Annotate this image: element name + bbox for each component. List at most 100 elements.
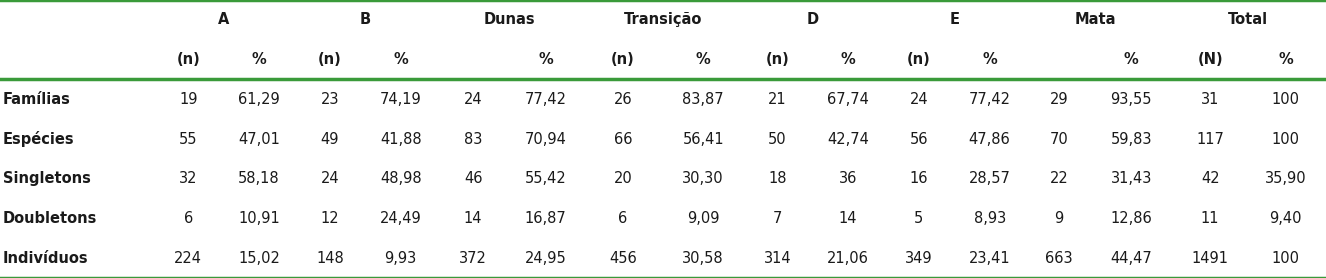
Text: 50: 50 — [768, 131, 786, 147]
Text: 663: 663 — [1045, 251, 1073, 266]
Text: (n): (n) — [765, 52, 789, 67]
Text: 56,41: 56,41 — [683, 131, 724, 147]
Text: 30,30: 30,30 — [683, 171, 724, 186]
Text: 29: 29 — [1050, 92, 1069, 107]
Text: 24,49: 24,49 — [379, 211, 422, 226]
Text: 9,09: 9,09 — [687, 211, 720, 226]
Text: 7: 7 — [773, 211, 782, 226]
Text: B: B — [359, 12, 371, 27]
Text: 19: 19 — [179, 92, 198, 107]
Text: (n): (n) — [611, 52, 635, 67]
Text: 5: 5 — [914, 211, 923, 226]
Text: 77,42: 77,42 — [969, 92, 1010, 107]
Text: 148: 148 — [316, 251, 343, 266]
Text: 28,57: 28,57 — [969, 171, 1010, 186]
Text: 24: 24 — [321, 171, 339, 186]
Text: 372: 372 — [459, 251, 487, 266]
Text: 67,74: 67,74 — [827, 92, 869, 107]
Text: 16,87: 16,87 — [525, 211, 566, 226]
Text: 47,86: 47,86 — [969, 131, 1010, 147]
Text: Dunas: Dunas — [484, 12, 536, 27]
Text: 16: 16 — [910, 171, 928, 186]
Text: (n): (n) — [907, 52, 931, 67]
Text: 9: 9 — [1054, 211, 1063, 226]
Text: 77,42: 77,42 — [525, 92, 566, 107]
Text: 70: 70 — [1049, 131, 1069, 147]
Text: 55: 55 — [179, 131, 198, 147]
Text: 26: 26 — [614, 92, 633, 107]
Text: 74,19: 74,19 — [379, 92, 422, 107]
Text: %: % — [1278, 52, 1293, 67]
Text: 15,02: 15,02 — [239, 251, 280, 266]
Text: Doubletons: Doubletons — [3, 211, 97, 226]
Text: D: D — [806, 12, 818, 27]
Text: %: % — [841, 52, 855, 67]
Text: 9,93: 9,93 — [385, 251, 416, 266]
Text: 100: 100 — [1272, 131, 1299, 147]
Text: 9,40: 9,40 — [1269, 211, 1302, 226]
Text: 61,29: 61,29 — [239, 92, 280, 107]
Text: 100: 100 — [1272, 251, 1299, 266]
Text: 32: 32 — [179, 171, 198, 186]
Text: (n): (n) — [318, 52, 342, 67]
Text: Singletons: Singletons — [3, 171, 90, 186]
Text: 83: 83 — [464, 131, 483, 147]
Text: 100: 100 — [1272, 92, 1299, 107]
Text: 21,06: 21,06 — [827, 251, 869, 266]
Text: Indivíduos: Indivíduos — [3, 251, 89, 266]
Text: 14: 14 — [839, 211, 858, 226]
Text: 56: 56 — [910, 131, 928, 147]
Text: 55,42: 55,42 — [525, 171, 566, 186]
Text: 12,86: 12,86 — [1110, 211, 1152, 226]
Text: 6: 6 — [618, 211, 627, 226]
Text: 66: 66 — [614, 131, 633, 147]
Text: 35,90: 35,90 — [1265, 171, 1306, 186]
Text: 24: 24 — [464, 92, 483, 107]
Text: 11: 11 — [1201, 211, 1220, 226]
Text: 23,41: 23,41 — [969, 251, 1010, 266]
Text: 224: 224 — [174, 251, 203, 266]
Text: 18: 18 — [768, 171, 786, 186]
Text: 31: 31 — [1201, 92, 1220, 107]
Text: 23: 23 — [321, 92, 339, 107]
Text: 83,87: 83,87 — [683, 92, 724, 107]
Text: 456: 456 — [609, 251, 636, 266]
Text: 14: 14 — [464, 211, 483, 226]
Text: 314: 314 — [764, 251, 792, 266]
Text: %: % — [696, 52, 711, 67]
Text: 49: 49 — [321, 131, 339, 147]
Text: 24,95: 24,95 — [525, 251, 566, 266]
Text: E: E — [949, 12, 959, 27]
Text: 59,83: 59,83 — [1111, 131, 1152, 147]
Text: 22: 22 — [1049, 171, 1069, 186]
Text: 48,98: 48,98 — [379, 171, 422, 186]
Text: %: % — [252, 52, 267, 67]
Text: 12: 12 — [321, 211, 339, 226]
Text: Transição: Transição — [623, 12, 703, 27]
Text: 8,93: 8,93 — [973, 211, 1006, 226]
Text: Mata: Mata — [1074, 12, 1115, 27]
Text: 70,94: 70,94 — [525, 131, 566, 147]
Text: 44,47: 44,47 — [1110, 251, 1152, 266]
Text: Espécies: Espécies — [3, 131, 74, 147]
Text: 41,88: 41,88 — [379, 131, 422, 147]
Text: A: A — [217, 12, 229, 27]
Text: 6: 6 — [184, 211, 192, 226]
Text: 47,01: 47,01 — [239, 131, 280, 147]
Text: 36: 36 — [839, 171, 857, 186]
Text: %: % — [983, 52, 997, 67]
Text: %: % — [1124, 52, 1139, 67]
Text: 30,58: 30,58 — [683, 251, 724, 266]
Text: Total: Total — [1228, 12, 1268, 27]
Text: 21: 21 — [768, 92, 786, 107]
Text: Famílias: Famílias — [3, 92, 70, 107]
Text: 20: 20 — [614, 171, 633, 186]
Text: 93,55: 93,55 — [1111, 92, 1152, 107]
Text: 117: 117 — [1196, 131, 1224, 147]
Text: 58,18: 58,18 — [239, 171, 280, 186]
Text: (n): (n) — [176, 52, 200, 67]
Text: 46: 46 — [464, 171, 483, 186]
Text: 1491: 1491 — [1192, 251, 1229, 266]
Text: %: % — [538, 52, 553, 67]
Text: %: % — [394, 52, 408, 67]
